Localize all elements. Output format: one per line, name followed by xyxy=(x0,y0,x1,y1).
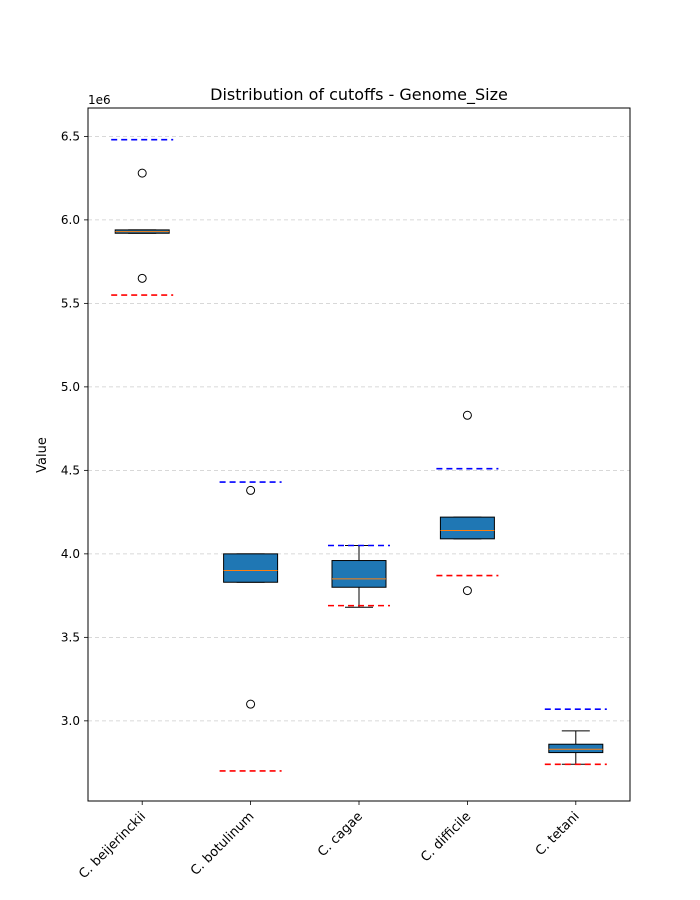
outlier-point xyxy=(462,410,472,420)
y-tick-label: 6.0 xyxy=(61,213,80,227)
outlier-point xyxy=(246,699,256,709)
grid-lines xyxy=(88,135,630,722)
y-tick-label: 5.5 xyxy=(61,296,80,310)
x-tick-label: C. tetani xyxy=(533,809,583,859)
box xyxy=(439,516,495,540)
x-tick-label: C. botulinum xyxy=(188,809,257,878)
plot-area xyxy=(111,138,607,772)
y-tick-label: 4.0 xyxy=(61,547,80,561)
chart-title: Distribution of cutoffs - Genome_Size xyxy=(210,85,508,105)
box xyxy=(331,560,387,588)
x-tick-label: C. cagae xyxy=(315,809,366,860)
outlier-point xyxy=(137,168,147,178)
box-group xyxy=(111,138,174,296)
box xyxy=(223,553,279,583)
outlier-point xyxy=(137,273,147,283)
x-tick-label: C. beijerinckii xyxy=(76,809,149,882)
box xyxy=(548,743,604,754)
axes: 3.0 3.5 4.0 4.5 5.0 5.5 6.0 6.5 C. beijerinckii C… xyxy=(61,107,631,882)
x-tick-label: C. difficile xyxy=(418,809,474,865)
y-tick-label: 3.5 xyxy=(61,630,80,644)
outlier-point xyxy=(246,485,256,495)
y-tick-label: 5.0 xyxy=(61,380,80,394)
y-tick-label: 6.5 xyxy=(61,129,80,143)
box-group xyxy=(219,481,282,772)
outlier-point xyxy=(462,586,472,596)
plot-frame xyxy=(87,107,631,802)
y-tick-label: 4.5 xyxy=(61,463,80,477)
box-group xyxy=(328,544,390,608)
box-group xyxy=(436,410,499,596)
box-group xyxy=(544,708,607,766)
y-axis-label: Value xyxy=(35,437,50,473)
y-tick-label: 3.0 xyxy=(61,714,80,728)
y-axis-offset-label: 1e6 xyxy=(88,93,111,107)
